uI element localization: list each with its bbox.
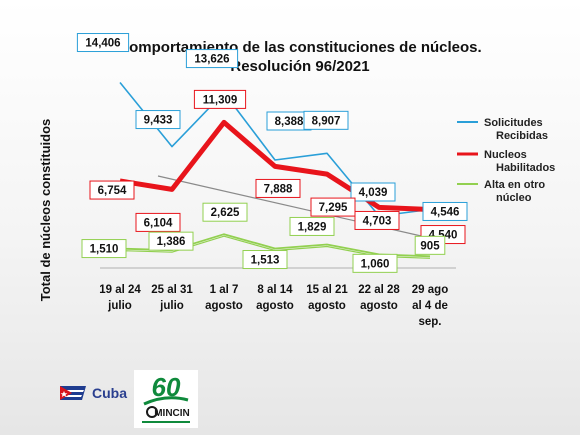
chart-title: Comportamiento de las constituciones de … bbox=[118, 39, 481, 56]
x-tick-label: 19 al 24 julio bbox=[99, 284, 141, 312]
data-label-box bbox=[76, 33, 130, 53]
legend: Solicitudes Recibidas Nucleos Habilitados Al… bbox=[457, 117, 555, 204]
data-label-box bbox=[81, 239, 127, 259]
data-label: 6,104 bbox=[144, 217, 173, 229]
x-tick-label: 15 al 21 agosto bbox=[306, 284, 348, 312]
data-label-box bbox=[193, 89, 247, 109]
data-label-box bbox=[202, 202, 248, 222]
data-label: 8,907 bbox=[312, 115, 341, 127]
chart-subtitle: Resolución 96/2021 bbox=[230, 58, 369, 75]
data-label: 8,388 bbox=[275, 116, 304, 128]
data-label-box bbox=[185, 49, 239, 69]
data-label-box bbox=[135, 110, 181, 130]
mincin-logo: 60 MINCIN bbox=[134, 370, 198, 428]
data-label-box bbox=[352, 253, 398, 273]
data-label: 1,060 bbox=[361, 258, 390, 270]
data-label: 1,829 bbox=[298, 221, 327, 233]
x-tick-labels: 19 al 24 julio 25 al 31 julio 1 al 7 agosto 8 … bbox=[99, 284, 448, 328]
data-label: 4,039 bbox=[359, 187, 388, 199]
data-label-box bbox=[354, 210, 400, 230]
x-tick-label: 25 al 31 julio bbox=[151, 284, 193, 312]
data-label: 13,626 bbox=[194, 54, 229, 66]
legend-entry: Alta en otro núcleo bbox=[484, 179, 545, 204]
data-label-box bbox=[303, 110, 349, 130]
mincin-logo-graphic: 60 MINCIN bbox=[142, 372, 190, 423]
data-label-box bbox=[148, 231, 194, 251]
cuba-flag-icon bbox=[60, 386, 86, 400]
data-label: 1,386 bbox=[157, 236, 186, 248]
data-label-box bbox=[414, 235, 446, 255]
x-tick-label: 1 al 7 agosto bbox=[205, 284, 243, 312]
data-label: 7,888 bbox=[264, 183, 293, 195]
data-label: 7,295 bbox=[319, 202, 348, 214]
data-label: 905 bbox=[420, 240, 440, 252]
series-line-nucleos bbox=[119, 119, 431, 212]
data-label-box bbox=[350, 182, 396, 202]
x-tick-label: 29 ago al 4 de sep. bbox=[412, 284, 448, 328]
legend-entry: Solicitudes Recibidas bbox=[484, 117, 548, 142]
cuba-label: Cuba bbox=[92, 385, 127, 401]
x-tick-label: 22 al 28 agosto bbox=[358, 284, 400, 312]
data-label: 14,406 bbox=[85, 38, 120, 50]
data-label-box bbox=[289, 216, 335, 236]
data-label-box bbox=[255, 178, 301, 198]
data-label: 4,546 bbox=[431, 206, 460, 218]
data-label: 11,309 bbox=[203, 94, 238, 106]
legend-entry: Nucleos Habilitados bbox=[484, 149, 555, 174]
data-label-box bbox=[242, 250, 288, 270]
data-label-box bbox=[135, 212, 181, 232]
data-label-box bbox=[310, 197, 356, 217]
data-labels-layer: 14,406 9,433 13,626 8,388 8,907 4,039 4,546 6,7… bbox=[76, 33, 468, 273]
data-label: 9,433 bbox=[144, 115, 173, 127]
data-label: 6,754 bbox=[98, 185, 127, 197]
cuba-brand: Cuba bbox=[58, 382, 127, 404]
x-tick-label: 8 al 14 agosto bbox=[256, 284, 294, 312]
y-axis-label: Total de núcleos constituidos bbox=[38, 119, 53, 302]
data-label: 1,513 bbox=[251, 255, 280, 267]
data-label: 4,703 bbox=[363, 215, 392, 227]
data-label: 2,625 bbox=[211, 207, 240, 219]
data-label-box bbox=[89, 180, 135, 200]
data-label: 1,510 bbox=[90, 244, 119, 256]
data-label-box bbox=[422, 201, 468, 221]
logo-text: MINCIN bbox=[154, 408, 190, 419]
